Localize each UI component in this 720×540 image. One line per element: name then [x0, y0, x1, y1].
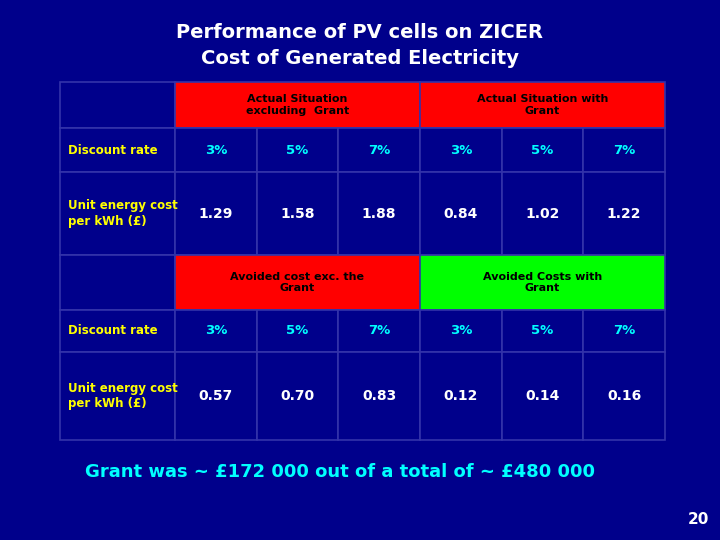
Text: 5%: 5% — [531, 325, 554, 338]
Bar — [583, 128, 665, 172]
Text: 0.12: 0.12 — [444, 389, 478, 403]
Bar — [338, 128, 420, 172]
Bar — [60, 352, 175, 440]
Text: 0.16: 0.16 — [607, 389, 642, 403]
Bar — [256, 310, 338, 352]
Bar — [420, 255, 665, 310]
Bar — [502, 310, 583, 352]
Text: 7%: 7% — [613, 144, 635, 157]
Bar — [338, 352, 420, 440]
Text: Discount rate: Discount rate — [68, 144, 158, 157]
Bar — [175, 352, 256, 440]
Text: Avoided cost exc. the
Grant: Avoided cost exc. the Grant — [230, 272, 364, 293]
Text: 1.58: 1.58 — [280, 206, 315, 220]
Text: 1.88: 1.88 — [362, 206, 397, 220]
Bar — [175, 82, 420, 128]
Text: Actual Situation
excluding  Grant: Actual Situation excluding Grant — [246, 94, 349, 116]
Text: Grant was ~ £172 000 out of a total of ~ £480 000: Grant was ~ £172 000 out of a total of ~… — [85, 463, 595, 481]
Text: 0.84: 0.84 — [444, 206, 478, 220]
Bar — [502, 128, 583, 172]
Text: Unit energy cost
per kWh (£): Unit energy cost per kWh (£) — [68, 199, 178, 227]
Text: 5%: 5% — [287, 325, 309, 338]
Text: 1.02: 1.02 — [526, 206, 559, 220]
Text: 3%: 3% — [450, 325, 472, 338]
Bar — [60, 82, 175, 128]
Text: Cost of Generated Electricity: Cost of Generated Electricity — [201, 49, 519, 68]
Bar — [583, 172, 665, 255]
Bar — [420, 128, 502, 172]
Bar — [256, 352, 338, 440]
Bar — [256, 128, 338, 172]
Bar — [175, 172, 256, 255]
Bar — [175, 255, 420, 310]
Text: Actual Situation with
Grant: Actual Situation with Grant — [477, 94, 608, 116]
Bar — [420, 82, 665, 128]
Bar — [60, 172, 175, 255]
Text: Avoided Costs with
Grant: Avoided Costs with Grant — [483, 272, 602, 293]
Bar — [338, 172, 420, 255]
Bar — [502, 172, 583, 255]
Text: Unit energy cost
per kWh (£): Unit energy cost per kWh (£) — [68, 382, 178, 410]
Text: 1.22: 1.22 — [607, 206, 642, 220]
Text: Performance of PV cells on ZICER: Performance of PV cells on ZICER — [176, 23, 544, 42]
Bar — [256, 172, 338, 255]
Text: 0.70: 0.70 — [280, 389, 315, 403]
Bar — [420, 352, 502, 440]
Text: 3%: 3% — [204, 144, 227, 157]
Text: 0.14: 0.14 — [526, 389, 559, 403]
Bar — [338, 310, 420, 352]
Bar — [420, 310, 502, 352]
Text: 7%: 7% — [368, 325, 390, 338]
Text: 1.29: 1.29 — [199, 206, 233, 220]
Bar — [583, 352, 665, 440]
Bar — [583, 310, 665, 352]
Bar — [60, 128, 175, 172]
Bar — [60, 310, 175, 352]
Text: 3%: 3% — [450, 144, 472, 157]
Text: 0.57: 0.57 — [199, 389, 233, 403]
Bar — [60, 255, 175, 310]
Text: 20: 20 — [688, 512, 708, 528]
Text: 5%: 5% — [531, 144, 554, 157]
Bar — [502, 352, 583, 440]
Text: 7%: 7% — [368, 144, 390, 157]
Bar — [175, 128, 256, 172]
Text: 3%: 3% — [204, 325, 227, 338]
Bar — [420, 172, 502, 255]
Text: 7%: 7% — [613, 325, 635, 338]
Text: Discount rate: Discount rate — [68, 325, 158, 338]
Text: 0.83: 0.83 — [362, 389, 396, 403]
Text: 5%: 5% — [287, 144, 309, 157]
Bar — [175, 310, 256, 352]
